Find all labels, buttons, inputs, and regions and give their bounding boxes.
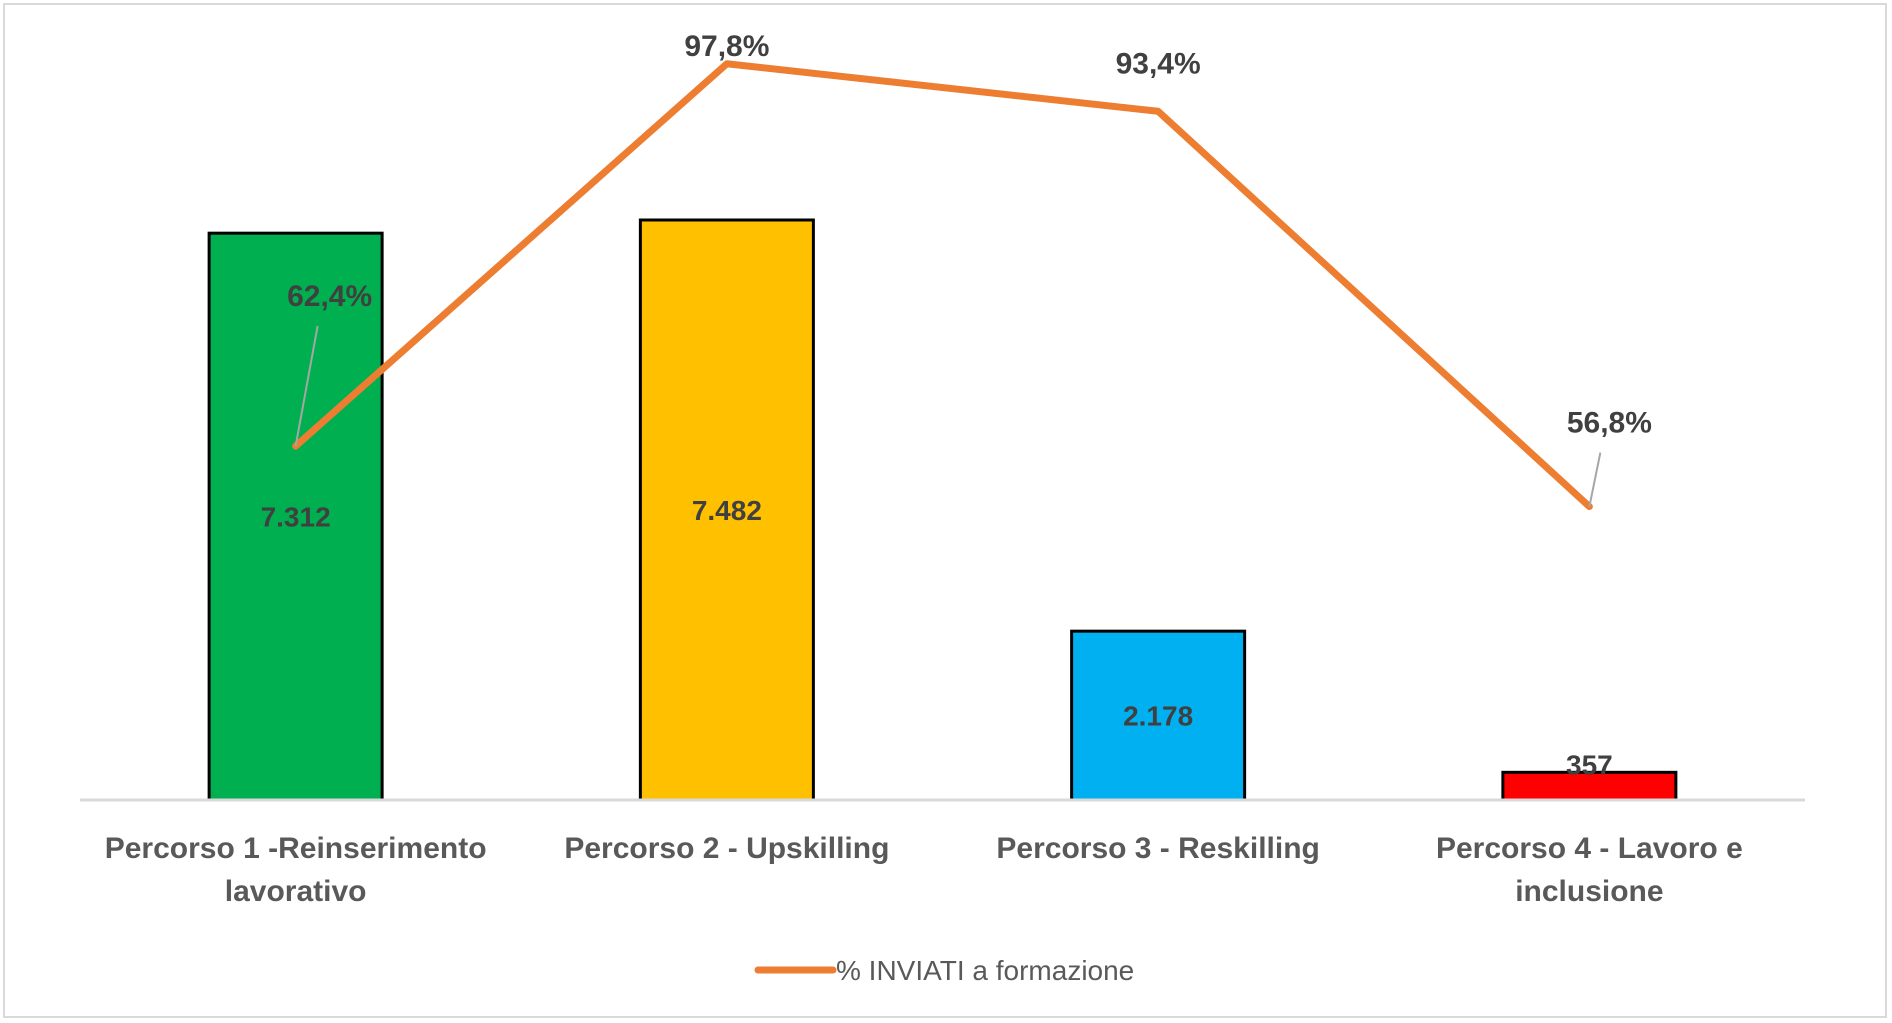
bar-3 — [1070, 629, 1247, 802]
category-label-2: Percorso 2 - Upskilling — [564, 832, 889, 865]
bar-value-label-4: 357 — [1566, 749, 1613, 780]
category-label-1-line-2: lavorativo — [225, 875, 367, 908]
category-label-3: Percorso 3 - Reskilling — [996, 832, 1319, 865]
line-label-leader-4 — [1588, 452, 1602, 507]
bar-value-label-2: 7.482 — [692, 495, 762, 526]
bar-2 — [638, 218, 815, 802]
bar-1 — [207, 231, 384, 802]
category-labels-layer: Percorso 1 -Reinserimento lavorativo Perco… — [105, 832, 1743, 908]
line-labels-layer: 62,4% 97,8% 93,4% 56,8% — [287, 30, 1652, 507]
bar-value-label-1: 7.312 — [261, 502, 331, 533]
category-label-4-line-2: inclusione — [1515, 875, 1663, 908]
line-label-leader-1 — [294, 325, 319, 447]
bar-labels-layer: 7.312 7.482 2.178 357 — [261, 495, 1613, 780]
category-label-1-line-1: Percorso 1 -Reinserimento — [105, 832, 487, 865]
category-label-4-line-1: Percorso 4 - Lavoro e — [1436, 832, 1743, 865]
line-series — [292, 60, 1593, 511]
legend-label: % INVIATI a formazione — [836, 955, 1134, 986]
line-layer — [292, 60, 1593, 511]
line-value-label-2: 97,8% — [684, 30, 769, 63]
legend: % INVIATI a formazione — [754, 955, 1134, 986]
line-value-label-1: 62,4% — [287, 280, 372, 313]
line-value-label-3: 93,4% — [1116, 47, 1201, 80]
bars-layer — [207, 218, 1678, 802]
line-value-label-4: 56,8% — [1567, 407, 1652, 440]
bar-value-label-3: 2.178 — [1123, 701, 1193, 732]
